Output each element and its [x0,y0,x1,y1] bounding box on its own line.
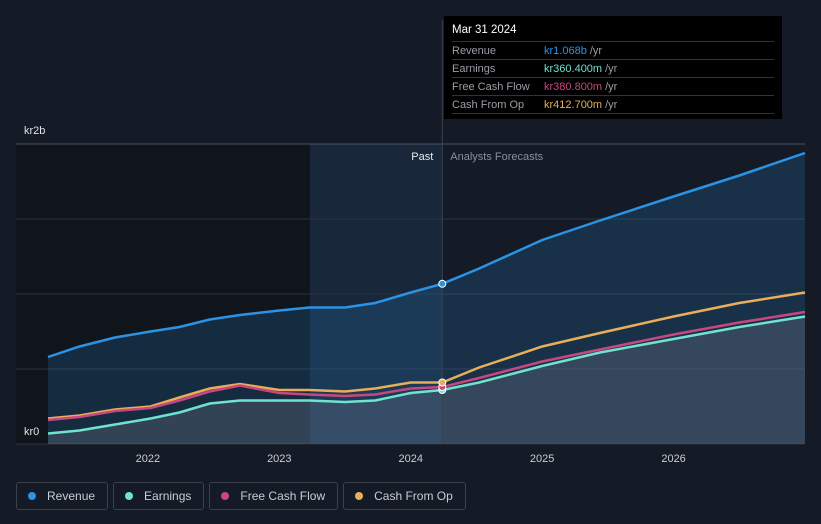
legend-label: Earnings [144,489,192,503]
series-line-free-cash-flow [47,310,806,422]
y-label-top: kr2b [24,125,46,137]
series-line-revenue [47,151,806,359]
tooltip-label: Free Cash Flow [452,80,530,93]
tooltip: Mar 31 2024 Revenue kr1.068b/yr Earnings kr… [444,16,782,119]
tooltip-date: Mar 31 2024 [452,24,517,36]
revenue-area [48,153,805,444]
tooltip-row: Free Cash Flow kr380.800m/yr [452,77,774,95]
tooltip-row: Revenue kr1.068b/yr [452,41,774,59]
legend-item-revenue[interactable]: Revenue [16,482,109,510]
tooltip-value: kr380.800m [544,80,603,93]
tooltip-unit: /yr [605,98,618,111]
point-revenue [438,279,447,288]
past-label: Past [411,151,433,163]
tooltip-label: Revenue [452,44,497,57]
tooltip-value: kr412.700m [544,98,603,111]
earnings-area [48,316,805,444]
x-tick-label: 2024 [398,453,422,465]
tooltip-unit: /yr [589,44,603,57]
legend-item-cash-from-op[interactable]: Cash From Op [343,482,466,510]
tooltip-value: kr1.068b [544,44,587,57]
legend-dot-icon [125,492,134,500]
tooltip-unit: /yr [605,80,618,93]
x-tick-label: 2026 [661,453,685,465]
tooltip-value: kr360.400m [544,62,603,75]
tooltip-row: Earnings kr360.400m/yr [452,59,774,77]
legend-dot-icon [28,492,36,500]
series-line-earnings [47,315,806,435]
legend-label: Cash From Op [374,489,453,503]
legend-dot-icon [221,492,230,500]
tooltip-label: Earnings [452,62,496,75]
tooltip-unit: /yr [605,62,618,75]
forecast-label: Analysts Forecasts [450,151,543,163]
point-cash-from-op [438,378,447,387]
legend-label: Revenue [47,489,96,503]
legend-dot-icon [355,492,364,500]
y-label-bottom: kr0 [24,426,40,438]
legend: Revenue Earnings Free Cash Flow Cash From O… [16,482,466,510]
tooltip-row: Cash From Op kr412.700m/yr [452,95,774,114]
x-tick-label: 2022 [136,453,160,465]
legend-label: Free Cash Flow [240,489,326,503]
x-tick-label: 2023 [267,453,291,465]
x-tick-label: 2025 [530,453,554,465]
series-line-cash-from-op [47,291,806,420]
tooltip-label: Cash From Op [452,98,525,111]
legend-item-free-cash-flow[interactable]: Free Cash Flow [209,482,339,510]
legend-item-earnings[interactable]: Earnings [113,482,205,510]
